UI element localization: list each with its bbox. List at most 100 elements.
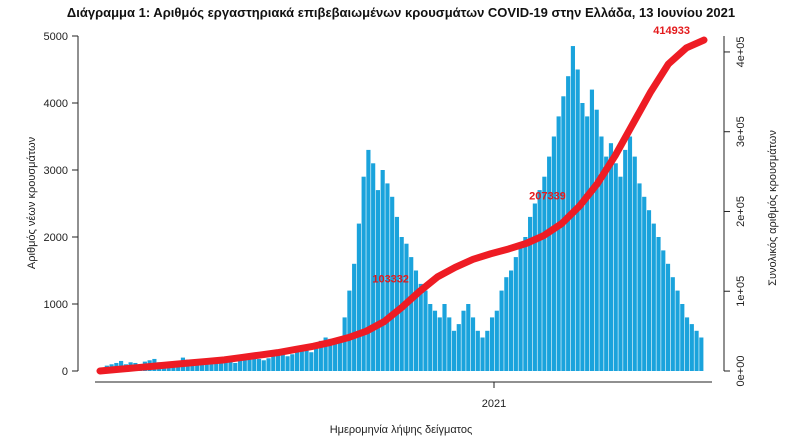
bar	[518, 243, 523, 371]
bar	[509, 270, 514, 371]
y2-tick-label: 0e+00	[735, 356, 747, 387]
bar	[275, 350, 281, 371]
bar	[585, 116, 590, 372]
bar	[561, 96, 566, 372]
annotation-label: 414933	[653, 25, 690, 37]
y2-tick-label: 2e+05	[735, 196, 747, 227]
bar	[352, 263, 357, 371]
bar	[342, 317, 347, 371]
bar	[456, 324, 461, 371]
bar	[613, 163, 618, 371]
bar	[451, 330, 457, 371]
bar	[256, 358, 262, 371]
bar	[608, 143, 614, 371]
bar	[371, 163, 376, 371]
bar	[299, 347, 304, 371]
y-tick-label: 5000	[44, 31, 68, 43]
bar	[485, 330, 490, 371]
bar	[390, 196, 395, 371]
bar	[542, 176, 547, 371]
bar	[637, 183, 642, 371]
bar	[233, 362, 238, 371]
y2-tick-label: 3e+05	[735, 116, 747, 147]
bar	[551, 136, 556, 371]
bar	[423, 290, 428, 371]
bar	[237, 360, 243, 371]
right-axis-ticks: 0e+00 1e+05 2e+05 3e+05 4e+05	[724, 36, 747, 386]
bar	[294, 350, 300, 371]
bar	[394, 216, 400, 371]
bar	[580, 103, 585, 371]
bar	[366, 149, 371, 371]
bar	[314, 347, 319, 371]
bar	[547, 156, 552, 371]
bar	[480, 337, 485, 371]
bar	[513, 257, 518, 371]
bar	[333, 342, 338, 371]
bar	[489, 317, 495, 371]
bar	[680, 304, 685, 371]
bar	[375, 190, 380, 371]
bar	[523, 237, 528, 371]
bar	[494, 310, 499, 371]
bar	[689, 324, 694, 371]
bar	[466, 304, 471, 371]
x-axis-label: Ημερομηνία λήψης δείγματος	[330, 424, 473, 436]
bar	[266, 358, 271, 371]
bar	[380, 170, 385, 371]
bar	[428, 304, 433, 371]
bar	[285, 356, 290, 371]
bar	[385, 183, 390, 371]
bar	[575, 69, 580, 371]
bar	[589, 89, 595, 371]
bar	[290, 354, 295, 371]
bar	[675, 290, 680, 371]
bar	[418, 283, 423, 371]
annotation-label: 207339	[529, 191, 566, 203]
y-tick-label: 3000	[44, 165, 68, 177]
bar	[461, 310, 466, 371]
bar	[537, 190, 542, 371]
bar	[594, 109, 599, 371]
bar	[632, 156, 637, 371]
bar	[347, 290, 352, 371]
bar	[618, 176, 623, 371]
y2-tick-label: 4e+05	[735, 36, 747, 67]
bar	[247, 357, 252, 371]
bar	[242, 358, 247, 371]
bar	[195, 363, 200, 371]
bar	[684, 317, 690, 371]
bar	[661, 250, 666, 371]
bar	[361, 176, 366, 371]
chart-title: Διάγραμμα 1: Αριθμός εργαστηριακά επιβεβ…	[67, 5, 735, 20]
bar	[323, 337, 328, 371]
x-tick-label-2021: 2021	[482, 398, 506, 410]
bar	[656, 237, 661, 371]
y2-axis-label: Συνολικός αριθμός κρουσμάτων	[767, 130, 779, 286]
y-tick-label: 4000	[44, 98, 68, 110]
bar	[252, 356, 257, 371]
bar	[190, 362, 195, 371]
bar	[604, 156, 609, 371]
left-axis-ticks: 0 1000 2000 3000 4000 5000	[44, 31, 78, 378]
bar	[499, 290, 504, 371]
annotation-label: 103332	[372, 274, 409, 286]
bar	[642, 196, 647, 371]
bar	[699, 337, 704, 371]
bar	[409, 257, 414, 371]
y-tick-label: 2000	[44, 232, 68, 244]
bar	[337, 337, 342, 371]
bar	[432, 310, 438, 371]
bar	[470, 317, 476, 371]
bar	[261, 360, 266, 371]
bar	[204, 362, 209, 371]
annotations: 414933 207339 103332	[372, 25, 690, 286]
y-tick-label: 0	[62, 366, 68, 378]
bar	[532, 203, 537, 371]
bar	[651, 223, 656, 371]
bar	[627, 136, 633, 371]
bar	[209, 360, 214, 371]
bar	[475, 330, 480, 371]
bar	[670, 277, 675, 371]
